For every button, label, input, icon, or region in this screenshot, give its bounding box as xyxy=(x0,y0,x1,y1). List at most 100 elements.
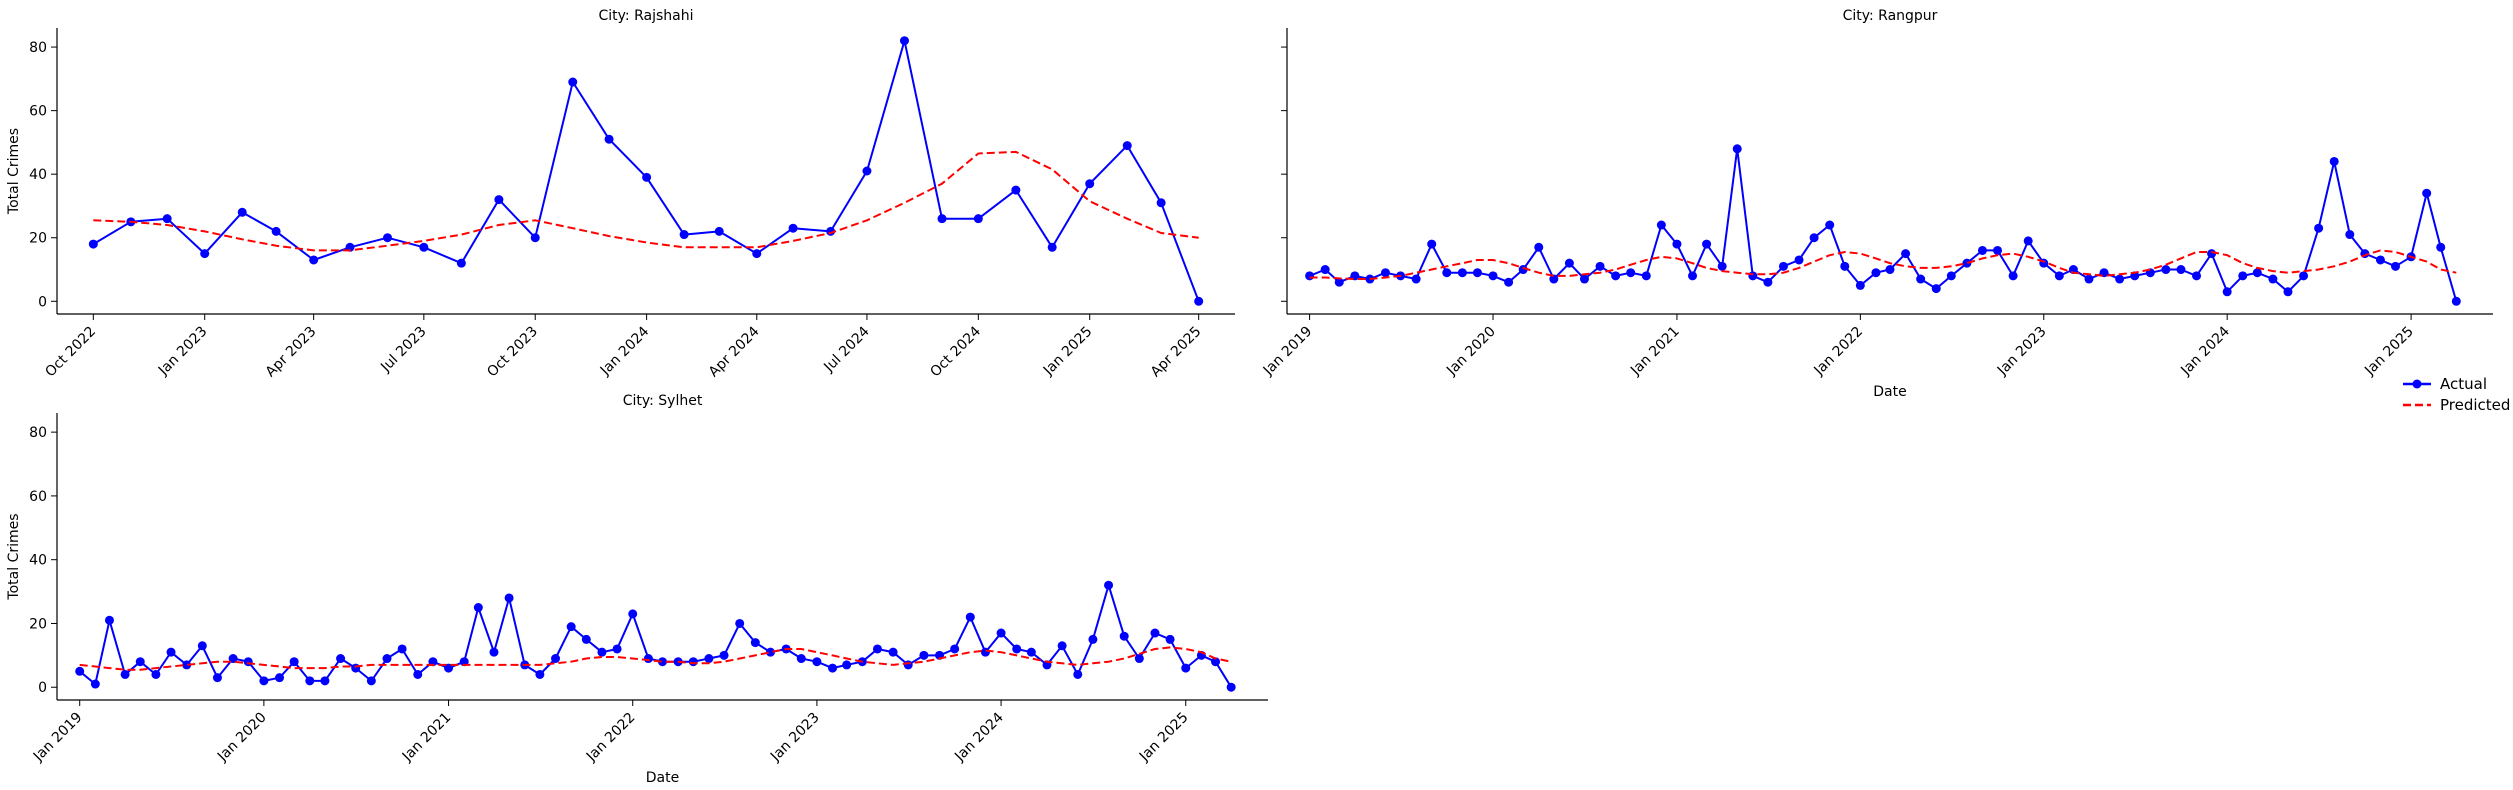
data-point-actual xyxy=(604,134,614,144)
data-point-actual xyxy=(1057,641,1067,651)
x-tick-label: Apr 2023 xyxy=(263,324,320,381)
data-point-actual xyxy=(2283,287,2293,297)
data-point-actual xyxy=(1011,185,1021,195)
data-point-actual xyxy=(1088,634,1098,644)
x-tick-label: Jan 2022 xyxy=(1811,324,1867,380)
data-point-actual xyxy=(1504,277,1514,287)
data-point-actual xyxy=(1165,634,1175,644)
data-point-actual xyxy=(1457,268,1467,278)
data-point-actual xyxy=(2222,287,2232,297)
data-point-actual xyxy=(1194,296,1204,306)
x-tick-label: Jan 2025 xyxy=(1040,324,1096,380)
data-point-actual xyxy=(504,593,514,603)
data-point-actual xyxy=(1472,268,1482,278)
data-point-actual xyxy=(872,644,882,654)
data-point-actual xyxy=(530,233,540,243)
data-point-actual xyxy=(1871,268,1881,278)
data-point-actual xyxy=(2008,271,2018,281)
data-point-actual xyxy=(200,249,210,259)
data-point-actual xyxy=(1901,249,1911,259)
data-point-actual xyxy=(1977,245,1987,255)
data-point-actual xyxy=(120,669,130,679)
data-point-actual xyxy=(243,657,253,667)
data-point-actual xyxy=(1211,657,1221,667)
data-point-actual xyxy=(1156,198,1166,208)
y-tick-label: 60 xyxy=(29,104,47,120)
data-point-actual xyxy=(2176,265,2186,275)
x-tick-label: Jan 2019 xyxy=(30,710,86,766)
data-point-actual xyxy=(104,615,114,625)
data-point-actual xyxy=(1809,233,1819,243)
data-point-actual xyxy=(1931,284,1941,294)
data-point-actual xyxy=(919,650,929,660)
data-point-actual xyxy=(1119,631,1129,641)
legend-actual-label: Actual xyxy=(2440,375,2487,393)
data-point-actual xyxy=(289,657,299,667)
y-tick-label: 0 xyxy=(38,294,47,310)
data-point-actual xyxy=(1702,239,1712,249)
x-tick-label: Jan 2023 xyxy=(767,710,823,766)
data-point-actual xyxy=(535,669,545,679)
data-point-actual xyxy=(2345,230,2355,240)
data-point-actual xyxy=(642,172,652,182)
data-point-actual xyxy=(812,657,822,667)
x-tick-label: Jan 2020 xyxy=(1443,324,1499,380)
data-point-actual xyxy=(1732,144,1742,154)
data-point-actual xyxy=(494,195,504,205)
data-point-actual xyxy=(1825,220,1835,230)
y-tick-label: 20 xyxy=(29,231,47,247)
data-point-actual xyxy=(275,673,285,683)
data-point-actual xyxy=(752,249,762,259)
y-tick-label: 20 xyxy=(29,616,47,632)
data-point-actual xyxy=(1778,261,1788,271)
data-point-actual xyxy=(1672,239,1682,249)
data-point-actual xyxy=(1411,274,1421,284)
data-point-actual xyxy=(1717,261,1727,271)
data-point-actual xyxy=(2314,223,2324,233)
data-point-actual xyxy=(162,214,172,224)
data-point-actual xyxy=(612,644,622,654)
data-point-actual xyxy=(950,644,960,654)
data-point-actual xyxy=(2238,271,2248,281)
data-point-actual xyxy=(1150,628,1160,638)
data-point-actual xyxy=(351,663,361,673)
data-point-actual xyxy=(1794,255,1804,265)
data-point-actual xyxy=(765,647,775,657)
data-point-actual xyxy=(1611,271,1621,281)
x-tick-label: Jan 2023 xyxy=(1994,324,2050,380)
panel-title: City: Sylhet xyxy=(623,393,703,409)
data-point-actual xyxy=(937,214,947,224)
data-point-actual xyxy=(2252,268,2262,278)
data-point-actual xyxy=(1134,654,1144,664)
x-tick-label: Jan 2020 xyxy=(214,710,270,766)
x-tick-label: Apr 2025 xyxy=(1148,324,1205,381)
data-point-actual xyxy=(1380,268,1390,278)
x-tick-label: Jul 2024 xyxy=(820,323,872,375)
data-point-actual xyxy=(2207,249,2217,259)
data-point-actual xyxy=(1026,647,1036,657)
data-point-actual xyxy=(320,676,330,686)
data-point-actual xyxy=(2329,156,2339,166)
series-line-predicted xyxy=(93,150,1199,252)
data-point-actual xyxy=(1488,271,1498,281)
data-point-actual xyxy=(643,654,653,664)
data-point-actual xyxy=(1305,271,1315,281)
data-point-actual xyxy=(658,657,667,667)
panel-title: City: Rangpur xyxy=(1843,8,1938,24)
data-point-actual xyxy=(1656,220,1666,230)
data-point-actual xyxy=(2084,274,2094,284)
data-point-actual xyxy=(719,650,729,660)
data-point-actual xyxy=(1047,242,1057,252)
y-tick-label: 80 xyxy=(29,40,47,56)
data-point-actual xyxy=(271,226,281,236)
y-tick-label: 80 xyxy=(29,425,47,441)
data-point-actual xyxy=(1993,245,2003,255)
data-point-actual xyxy=(90,679,100,689)
x-tick-label: Jan 2021 xyxy=(1627,324,1683,380)
legend-actual-marker xyxy=(2412,379,2422,389)
data-point-actual xyxy=(2451,296,2461,306)
data-point-actual xyxy=(1855,280,1865,290)
data-point-actual xyxy=(1626,268,1636,278)
x-tick-label: Oct 2024 xyxy=(927,323,984,380)
